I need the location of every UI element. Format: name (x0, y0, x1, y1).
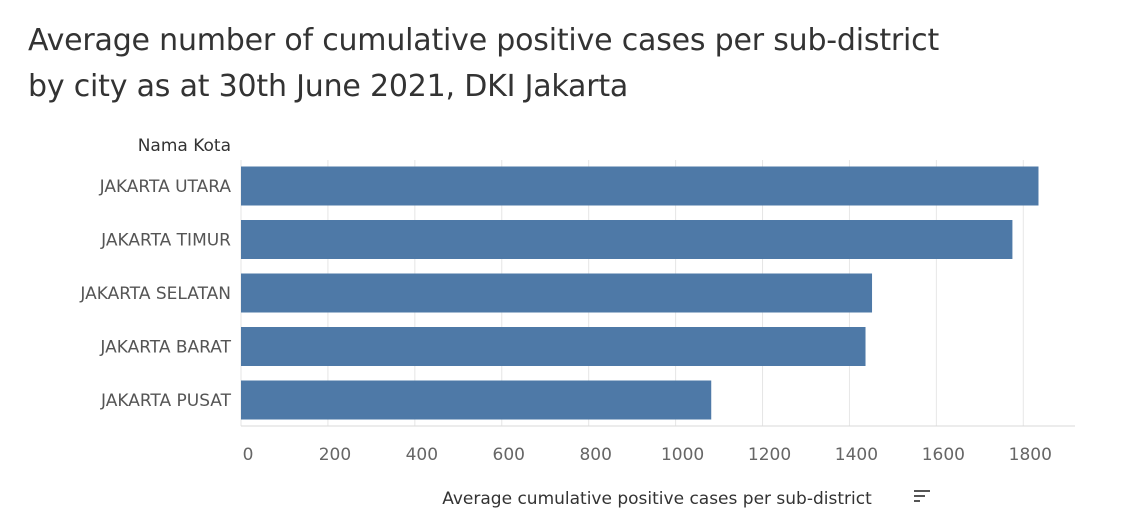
category-label: JAKARTA UTARA (99, 177, 232, 197)
x-tick-label: 1800 (1009, 445, 1052, 465)
x-tick-label: 1600 (922, 445, 965, 465)
chart-title: Average number of cumulative positive ca… (28, 18, 1118, 110)
sort-descending-icon[interactable] (914, 490, 930, 504)
chart-title-line-1: Average number of cumulative positive ca… (28, 23, 940, 58)
x-tick-label: 200 (319, 445, 351, 465)
chart-title-line-2: by city as at 30th June 2021, DKI Jakart… (28, 69, 629, 104)
x-tick-label: 1000 (661, 445, 704, 465)
x-tick-label: 1400 (835, 445, 878, 465)
bar (241, 166, 1039, 206)
x-axis-title: Average cumulative positive cases per su… (442, 489, 872, 509)
category-label: JAKARTA SELATAN (79, 284, 231, 304)
category-label: JAKARTA TIMUR (100, 231, 231, 251)
bar (241, 220, 1013, 259)
x-tick-label: 400 (406, 445, 438, 465)
row-header: Nama Kota (138, 136, 231, 156)
x-tick-label: 0 (243, 445, 254, 465)
category-label: JAKARTA BARAT (99, 338, 231, 358)
x-tick-label: 600 (493, 445, 525, 465)
bar (241, 327, 866, 366)
bar (241, 273, 873, 313)
bar (241, 380, 712, 420)
category-label: JAKARTA PUSAT (100, 391, 232, 411)
x-tick-label: 800 (579, 445, 611, 465)
x-tick-label: 1200 (748, 445, 791, 465)
